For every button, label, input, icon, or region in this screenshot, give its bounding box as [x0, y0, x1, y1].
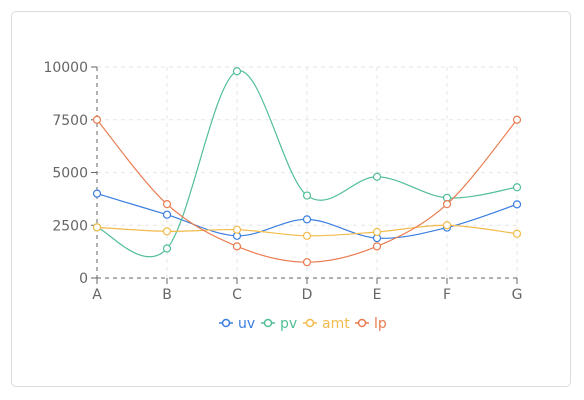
legend: uv pv amt lp: [219, 316, 387, 332]
legend-label-lp: lp: [374, 316, 387, 332]
series-lines: [92, 67, 522, 267]
data-point-amt: [302, 231, 312, 240]
legend-label-uv: uv: [238, 316, 255, 332]
data-point-pv: [162, 244, 172, 253]
data-point-lp: [92, 115, 102, 124]
x-tick-label: F: [443, 287, 451, 303]
data-point-uv: [92, 189, 102, 198]
data-point-lp: [372, 242, 382, 251]
x-tick-label: B: [162, 287, 172, 303]
data-point-amt: [512, 229, 522, 238]
data-point-pv: [372, 172, 382, 181]
y-tick-label: 7500: [52, 113, 88, 129]
data-point-uv: [302, 215, 312, 224]
data-point-lp: [162, 200, 172, 209]
data-point-pv: [302, 191, 312, 200]
legend-marker-lp: [357, 318, 367, 328]
x-tick-label: A: [92, 287, 102, 303]
legend-marker-pv: [263, 318, 273, 328]
data-point-lp: [442, 200, 452, 209]
x-tick-label: E: [373, 287, 382, 303]
grid: [97, 66, 518, 278]
data-point-amt: [162, 227, 172, 236]
x-tick-label: G: [512, 287, 523, 303]
legend-marker-amt: [305, 318, 315, 328]
y-tick-label: 5000: [52, 166, 88, 182]
data-point-uv: [512, 200, 522, 209]
data-point-lp: [302, 258, 312, 267]
x-tick-label: D: [302, 287, 313, 303]
y-tick-label: 2500: [52, 218, 88, 234]
x-tick-label: C: [232, 287, 242, 303]
y-tick-label: 10000: [43, 60, 88, 76]
y-tick-label: 0: [79, 271, 88, 287]
data-point-amt: [92, 223, 102, 232]
data-point-pv: [232, 67, 242, 76]
data-point-pv: [512, 183, 522, 192]
data-point-lp: [512, 115, 522, 124]
chart-card: [11, 11, 571, 387]
data-point-amt: [232, 225, 242, 234]
data-point-amt: [372, 227, 382, 237]
data-point-lp: [232, 242, 242, 251]
axes: 0 2500 5000 7500 10000 A B C D E F G: [43, 60, 522, 303]
legend-label-amt: amt: [322, 316, 350, 332]
legend-marker-uv: [221, 318, 231, 328]
data-point-amt: [442, 221, 452, 230]
data-point-uv: [162, 210, 172, 219]
legend-label-pv: pv: [280, 316, 297, 332]
